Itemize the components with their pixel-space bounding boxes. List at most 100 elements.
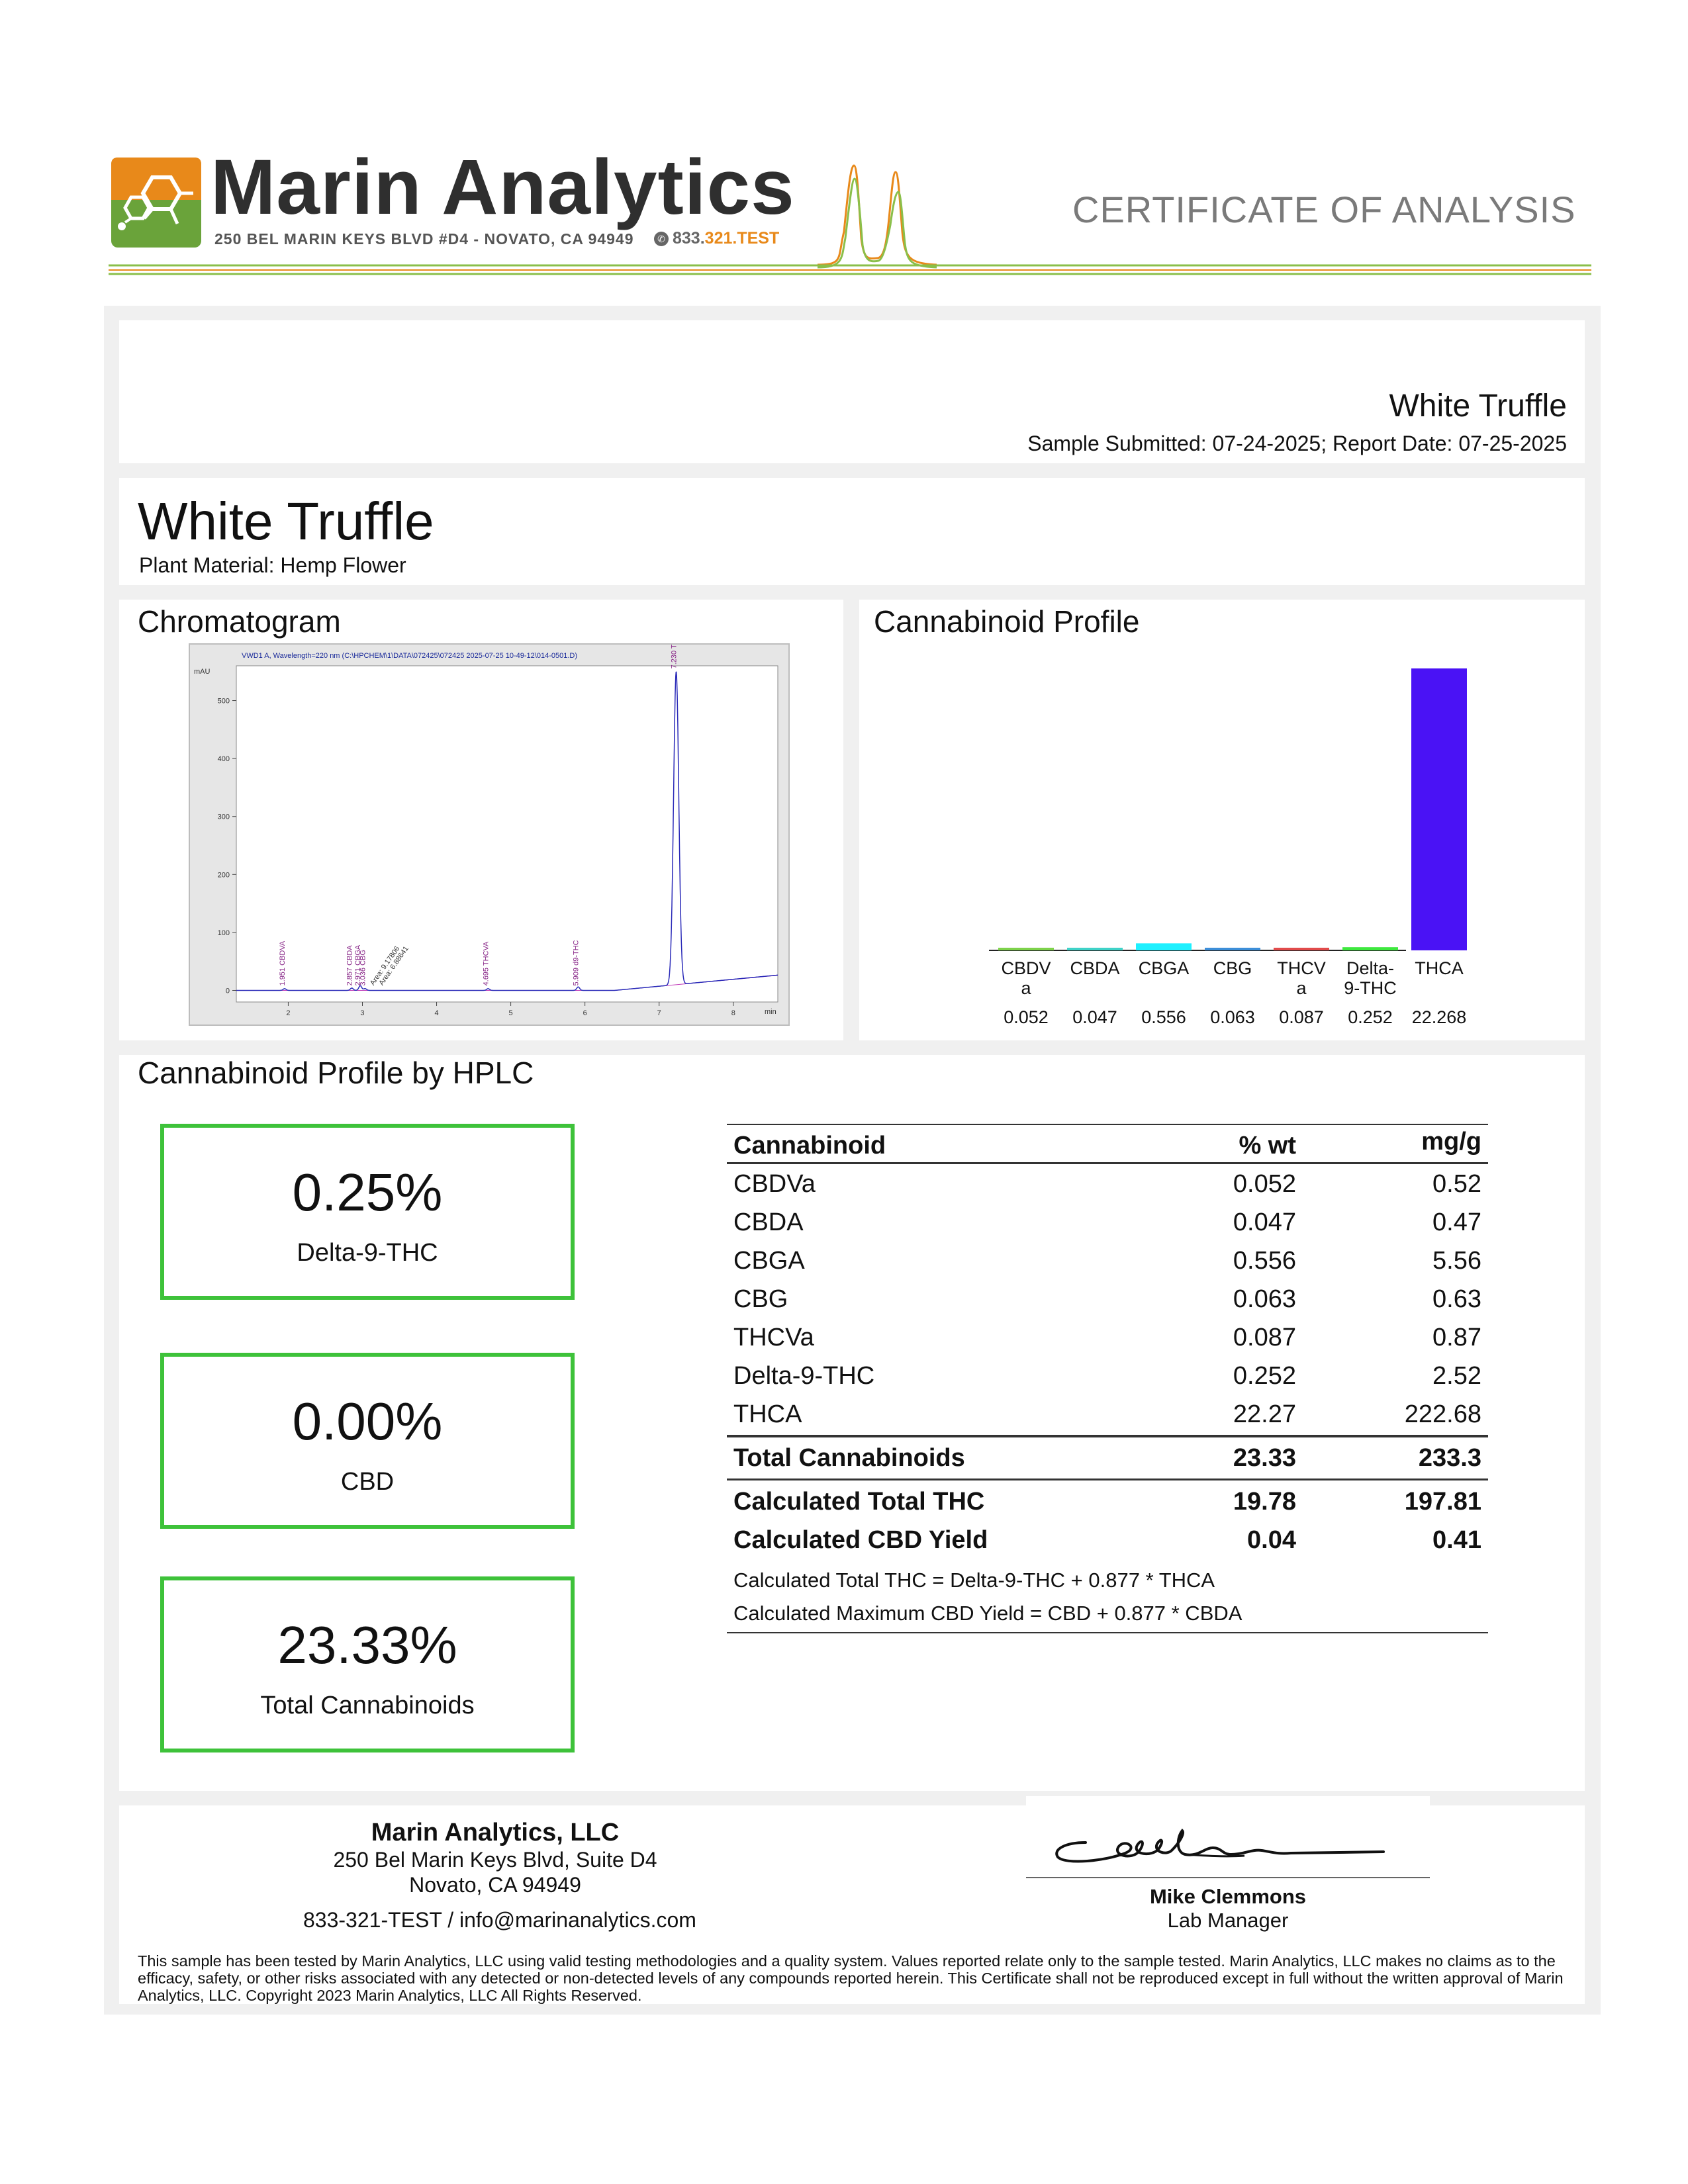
- company-block: Marin Analytics, LLC 250 Bel Marin Keys …: [303, 1819, 696, 1933]
- table-row: Delta-9-THC 0.252 2.52: [727, 1357, 1488, 1395]
- y-unit-label: mAU: [194, 668, 211, 676]
- sample-name-header: White Truffle: [1389, 388, 1567, 424]
- profile-value-label: 0.063: [1210, 1007, 1255, 1027]
- cell-mg: 5.56: [1432, 1247, 1481, 1275]
- profile-bar-cbda: [1067, 948, 1123, 950]
- cell-pct: 22.27: [1233, 1400, 1296, 1428]
- profile-bar-cbdva: [998, 948, 1054, 950]
- chromatogram-svg: VWD1 A, Wavelength=220 nm (C:\HPCHEM\1\D…: [194, 645, 778, 1017]
- cell-pct: 0.063: [1233, 1285, 1296, 1313]
- peaks-graphic: [818, 164, 937, 269]
- table-row: CBGA 0.556 5.56: [727, 1242, 1488, 1280]
- cell-pct: 0.047: [1233, 1208, 1296, 1236]
- y-tick-label: 200: [218, 871, 230, 879]
- phone-prefix: 833.: [673, 229, 705, 248]
- profile-category-label: a: [1296, 978, 1307, 998]
- y-tick-label: 400: [218, 755, 230, 763]
- peak-label: 7.230 THCA: [670, 645, 678, 668]
- table-rule: [727, 1632, 1488, 1633]
- x-unit-label: min: [765, 1008, 776, 1016]
- brand-address: 250 BEL MARIN KEYS BLVD #D4 - NOVATO, CA…: [214, 230, 634, 248]
- table-row: CBDA 0.047 0.47: [727, 1203, 1488, 1242]
- profile-bar-thca: [1411, 668, 1467, 950]
- potency-box-total: 23.33% Total Cannabinoids: [160, 1576, 575, 1752]
- table-row: THCA 22.27 222.68: [727, 1395, 1488, 1433]
- document-title: CERTIFICATE OF ANALYSIS: [1072, 189, 1576, 230]
- x-tick-label: 5: [509, 1009, 513, 1017]
- chromatogram-x-axis: 2 3 4 5 6 7 8: [286, 1002, 735, 1017]
- logo-molecule-icon: [111, 158, 201, 248]
- signature-icon: [1055, 1828, 1385, 1863]
- potency-box-delta9: 0.25% Delta-9-THC: [160, 1124, 575, 1300]
- table-rule: [727, 1435, 1488, 1437]
- profile-category-label: CBGA: [1139, 958, 1190, 978]
- potency-value: 0.25%: [292, 1163, 443, 1222]
- profile-chart-panel: Cannabinoid Profile CBDV a 0.052 CBDA 0.047 C…: [859, 600, 1585, 1040]
- peak-label: 4.695 THCVA: [482, 941, 490, 986]
- sample-info-panel: White Truffle Sample Submitted: 07-24-20…: [119, 320, 1585, 463]
- profile-category-label: CBG: [1213, 958, 1252, 978]
- cell-name: Calculated Total THC: [733, 1488, 985, 1516]
- y-tick-label: 100: [218, 929, 230, 937]
- table-row: CBDVa 0.052 0.52: [727, 1165, 1488, 1203]
- table-row: CBG 0.063 0.63: [727, 1280, 1488, 1318]
- footer-panel: Marin Analytics, LLC 250 Bel Marin Keys …: [119, 1796, 1585, 2004]
- cell-mg: 0.41: [1432, 1526, 1481, 1554]
- brand-phone: ✆ 833.321.TEST: [654, 229, 779, 248]
- chromatogram-panel: Chromatogram VWD1 A, Wavelength=220 nm (…: [119, 600, 843, 1040]
- cell-mg: 197.81: [1404, 1488, 1481, 1516]
- profile-category-label: Delta-: [1346, 958, 1394, 978]
- profile-value-label: 0.087: [1279, 1007, 1324, 1027]
- profile-value-label: 0.052: [1004, 1007, 1049, 1027]
- cell-mg: 0.63: [1432, 1285, 1481, 1313]
- profile-category-label: CBDA: [1070, 958, 1119, 978]
- potency-value: 0.00%: [292, 1392, 443, 1451]
- table-rule: [727, 1162, 1488, 1164]
- cell-name: THCVa: [733, 1324, 814, 1351]
- chromatogram-trace: [236, 671, 778, 991]
- potency-value: 23.33%: [277, 1615, 457, 1674]
- cell-mg: 2.52: [1432, 1362, 1481, 1390]
- phone-mid: 321: [704, 229, 733, 248]
- potency-label: Delta-9-THC: [297, 1239, 438, 1267]
- calc-thc-row: Calculated Total THC 19.78 197.81: [727, 1482, 1488, 1521]
- profile-value-label: 0.252: [1348, 1007, 1393, 1027]
- formula-thc: Calculated Total THC = Delta-9-THC + 0.8…: [733, 1569, 1215, 1592]
- cell-mg: 0.47: [1432, 1208, 1481, 1236]
- peak-label: 1.951 CBDVA: [279, 940, 287, 985]
- profile-bar-cbga: [1136, 943, 1192, 950]
- profile-category-label: THCV: [1277, 958, 1326, 978]
- header-rule: [109, 264, 1591, 275]
- total-row: Total Cannabinoids 23.33 233.3: [727, 1439, 1488, 1477]
- sample-title-panel: White Truffle Plant Material: Hemp Flowe…: [119, 478, 1585, 585]
- profile-category-label: 9-THC: [1344, 978, 1397, 998]
- table-header-row: Cannabinoid % wt mg/g: [727, 1126, 1488, 1165]
- company-address-1: 250 Bel Marin Keys Blvd, Suite D4: [333, 1848, 657, 1872]
- plant-material: Plant Material: Hemp Flower: [139, 553, 406, 577]
- chromatogram-header: VWD1 A, Wavelength=220 nm (C:\HPCHEM\1\D…: [242, 652, 577, 660]
- profile-chart-title: Cannabinoid Profile: [874, 604, 1140, 639]
- peak-label: 2.857 CBDA: [346, 945, 353, 986]
- cell-name: Total Cannabinoids: [733, 1444, 965, 1472]
- header-mg: mg/g: [1421, 1128, 1481, 1156]
- x-tick-label: 4: [434, 1009, 438, 1017]
- peak-label: 3.036 CBG: [359, 950, 367, 985]
- signer-title: Lab Manager: [1167, 1909, 1289, 1932]
- table-rule: [727, 1124, 1488, 1125]
- x-tick-label: 3: [360, 1009, 364, 1017]
- profile-bar-delta-9-thc: [1342, 947, 1398, 950]
- calc-cbd-row: Calculated CBD Yield 0.04 0.41: [727, 1521, 1488, 1559]
- cell-pct: 0.04: [1247, 1526, 1296, 1554]
- cell-pct: 0.087: [1233, 1324, 1296, 1351]
- potency-label: CBD: [340, 1468, 395, 1496]
- x-tick-label: 7: [657, 1009, 661, 1017]
- x-tick-label: 8: [731, 1009, 735, 1017]
- profile-value-label: 0.047: [1072, 1007, 1117, 1027]
- cell-pct: 23.33: [1233, 1444, 1296, 1472]
- chromatogram-plot: VWD1 A, Wavelength=220 nm (C:\HPCHEM\1\D…: [189, 643, 790, 1026]
- signature-line: [1026, 1877, 1430, 1878]
- cell-name: THCA: [733, 1400, 802, 1428]
- profile-category-label: THCA: [1415, 958, 1464, 978]
- header-pct: % wt: [1239, 1132, 1296, 1160]
- company-address-2: Novato, CA 94949: [409, 1873, 581, 1897]
